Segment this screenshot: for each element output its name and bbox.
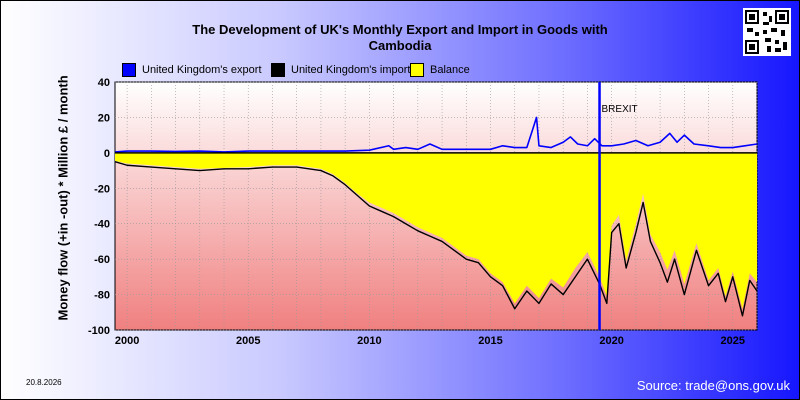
y-tick-label: -20 bbox=[94, 183, 110, 195]
chart-marks: BREXIT bbox=[114, 82, 758, 330]
y-tick-label: -80 bbox=[94, 290, 110, 302]
x-tick-label: 2020 bbox=[599, 335, 623, 347]
y-tick-label: -40 bbox=[94, 219, 110, 231]
x-tick-label: 2025 bbox=[721, 335, 745, 347]
legend-swatch-balance bbox=[410, 63, 424, 77]
chart-title: The Development of UK's Monthly Export a… bbox=[192, 22, 608, 53]
legend-item-balance: Balance bbox=[410, 62, 470, 78]
x-tick-label: 2015 bbox=[478, 335, 502, 347]
y-tick-label: 40 bbox=[98, 77, 110, 89]
legend-label-export: United Kingdom's export bbox=[142, 64, 262, 76]
source-label: Source: trade@ons.gov.uk bbox=[636, 378, 790, 393]
date-label: 20.8.2026 bbox=[26, 378, 62, 387]
export-line bbox=[114, 116, 758, 153]
y-tick-label: 0 bbox=[104, 148, 110, 160]
x-tick-label: 2005 bbox=[236, 335, 260, 347]
legend-swatch-import bbox=[271, 63, 285, 77]
qr-code-icon bbox=[743, 8, 791, 56]
y-tick-label: -60 bbox=[94, 254, 110, 266]
y-tick-label: 20 bbox=[98, 112, 110, 124]
y-tick-label: -100 bbox=[88, 325, 110, 337]
x-tick-label: 2010 bbox=[357, 335, 381, 347]
import-line bbox=[114, 161, 758, 317]
legend-label-balance: Balance bbox=[430, 64, 470, 76]
x-tick-label: 2000 bbox=[115, 335, 139, 347]
legend-label-import: United Kingdom's import bbox=[291, 64, 411, 76]
legend-item-export: United Kingdom's export bbox=[122, 62, 262, 78]
legend-swatch-export bbox=[122, 63, 136, 77]
brexit-label: BREXIT bbox=[602, 104, 638, 115]
legend-item-import: United Kingdom's import bbox=[271, 62, 411, 78]
chart-axes: 40 20 0 -20 -40 -60 -80 -100 2000 2005 2010 2015 202… bbox=[88, 77, 745, 347]
balance-area bbox=[115, 152, 757, 309]
